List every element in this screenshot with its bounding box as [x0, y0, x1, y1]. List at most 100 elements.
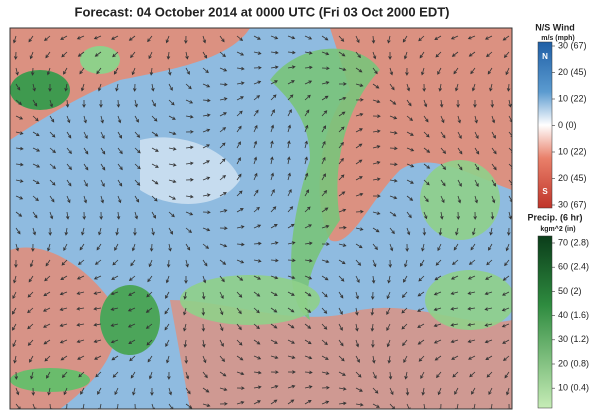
- wind-arrow: [485, 275, 493, 280]
- wind-arrow: [338, 96, 347, 101]
- wind-arrow: [450, 35, 459, 40]
- wind-arrow: [435, 259, 442, 266]
- wind-arrow: [304, 172, 309, 181]
- wind-arrow: [355, 323, 359, 332]
- wind-arrow: [31, 243, 35, 252]
- wind-arrow: [60, 355, 68, 361]
- wind-arrow: [389, 83, 395, 91]
- wind-arrow: [440, 195, 445, 204]
- wind-arrow: [219, 226, 228, 230]
- wind-arrow: [164, 323, 170, 331]
- wind-arrow: [423, 115, 429, 123]
- wind-arrow: [236, 225, 245, 229]
- wind-arrow: [270, 339, 278, 344]
- wind-arrow: [66, 115, 71, 124]
- wind-arrow: [389, 99, 397, 105]
- wind-arrow: [304, 399, 312, 405]
- wind-arrow: [93, 339, 102, 343]
- wind-arrow: [15, 387, 20, 396]
- wind-colorbar: [537, 41, 553, 209]
- wind-arrow: [219, 291, 224, 299]
- wind-arrow: [456, 99, 460, 108]
- wind-arrow: [111, 35, 119, 40]
- wind-arrow: [219, 402, 228, 406]
- wind-arrow: [304, 258, 313, 263]
- wind-arrow: [253, 241, 262, 246]
- wind-arrow: [183, 291, 187, 300]
- wind-arrow: [168, 387, 173, 396]
- wind-arrow: [405, 387, 410, 396]
- wind-arrow: [185, 227, 193, 234]
- wind-arrow: [287, 80, 295, 85]
- wind-arrow: [338, 307, 343, 315]
- wind-arrow: [439, 99, 444, 108]
- wind-arrow: [132, 387, 136, 396]
- wind-arrow: [287, 124, 292, 133]
- wind-arrow: [219, 127, 227, 133]
- wind-arrow: [130, 51, 136, 59]
- wind-arrow: [287, 258, 296, 263]
- wind-arrow: [12, 291, 17, 300]
- precip-colorbar: [537, 235, 553, 409]
- wind-arrow: [81, 227, 85, 236]
- wind-arrow: [491, 147, 497, 155]
- wind-arrow: [386, 291, 391, 300]
- wind-arrow: [48, 227, 52, 236]
- wind-arrow: [403, 355, 408, 363]
- wind-arrow: [321, 291, 328, 298]
- wind-arrow: [253, 95, 261, 101]
- wind-arrow: [13, 275, 17, 284]
- wind-arrow: [168, 179, 177, 184]
- wind-arrow: [372, 99, 381, 104]
- wind-legend-units: m/s (mph): [541, 35, 574, 42]
- wind-arrow: [355, 192, 364, 197]
- wind-arrow: [474, 179, 479, 187]
- wind-arrow: [372, 67, 378, 75]
- wind-arrow: [321, 355, 329, 360]
- wind-arrow: [423, 179, 430, 186]
- wind-arrow: [202, 176, 211, 181]
- wind-arrow: [202, 355, 207, 364]
- wind-arrow: [202, 83, 211, 88]
- wind-arrow: [219, 323, 224, 332]
- wind-arrow: [304, 224, 312, 229]
- wind-arrow: [11, 307, 17, 315]
- wind-arrow: [287, 370, 296, 374]
- wind-arrow: [372, 227, 380, 233]
- wind-arrow: [202, 98, 211, 103]
- wind-arrow: [113, 67, 119, 75]
- wind-arrow: [13, 51, 18, 60]
- wind-arrow: [304, 307, 312, 313]
- wind-arrow: [508, 99, 512, 108]
- wind-arrow: [502, 35, 510, 41]
- wind-arrow: [321, 51, 330, 56]
- wind-arrow: [338, 51, 346, 57]
- wind-arrow: [117, 115, 122, 124]
- wind-arrow: [389, 146, 398, 151]
- title: Forecast: 04 October 2014 at 0000 UTC (F…: [75, 4, 450, 19]
- wind-arrow: [437, 387, 442, 396]
- wind-arrow: [484, 35, 493, 40]
- wind-arrow: [219, 112, 227, 117]
- wind-arrow: [202, 113, 211, 117]
- wind-arrow: [338, 208, 347, 213]
- wind-arrow: [484, 291, 493, 296]
- wind-arrow: [372, 371, 377, 380]
- colorbar-tick-label: 30 (67): [558, 199, 587, 209]
- wind-arrow: [406, 227, 411, 236]
- wind-arrow: [338, 111, 346, 117]
- wind-arrow: [151, 115, 158, 122]
- wind-arrow: [44, 275, 51, 282]
- wind-arrow: [49, 163, 57, 170]
- wind-arrow: [165, 35, 170, 44]
- wind-arrow: [202, 227, 211, 232]
- wind-arrow: [115, 227, 119, 236]
- wind-arrow: [94, 259, 102, 265]
- wind-arrow: [270, 224, 278, 229]
- wind-arrow: [184, 35, 188, 44]
- wind-arrow: [77, 51, 85, 57]
- wind-arrow: [406, 147, 415, 152]
- wind-arrow: [15, 99, 22, 106]
- wind-arrow: [236, 157, 241, 165]
- wind-arrow: [338, 67, 347, 72]
